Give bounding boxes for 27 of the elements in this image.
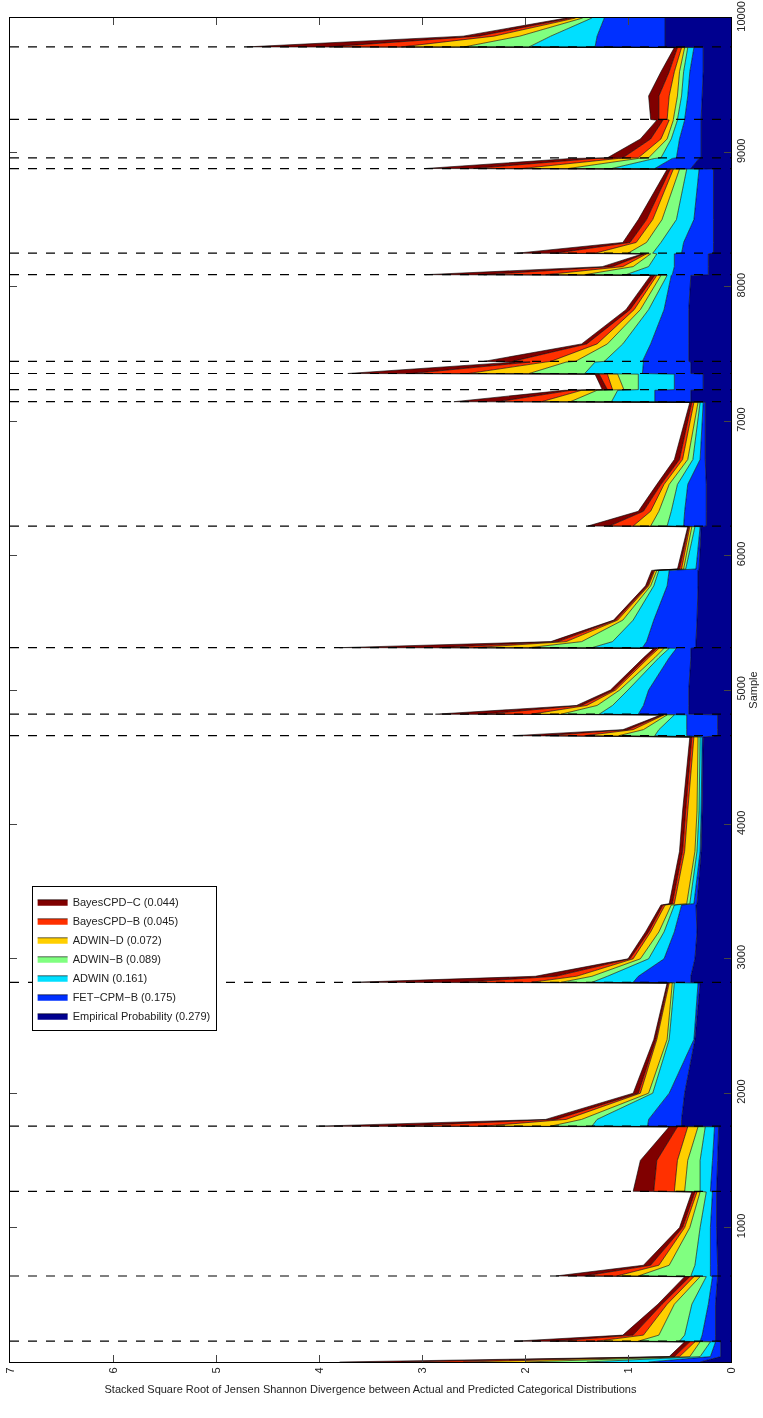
y-tick-label: 4000 [735, 810, 748, 835]
y-tick-label: 3000 [735, 944, 748, 970]
legend-label: BayesCPD−B (0.045) [72, 915, 179, 928]
y-axis-title: Sample [747, 671, 760, 709]
x-tick-label: 3 [415, 1367, 428, 1374]
x-tick-label: 2 [518, 1367, 531, 1374]
y-tick-label: 10000 [735, 1, 748, 32]
x-tick-label: 5 [209, 1367, 222, 1374]
x-tick-label: 1 [621, 1367, 634, 1374]
y-tick-label: 9000 [735, 138, 748, 163]
y-tick-label: 2000 [735, 1079, 748, 1104]
legend-label: ADWIN−B (0.089) [72, 953, 161, 966]
y-tick-label: 8000 [735, 272, 748, 298]
y-tick-label: 7000 [735, 407, 748, 432]
legend-label: ADWIN−D (0.072) [72, 934, 162, 947]
x-tick-label: 0 [724, 1367, 737, 1374]
legend-label: BayesCPD−C (0.044) [72, 896, 179, 909]
x-axis-title: Stacked Square Root of Jensen Shannon Divergence between Actual and Predicted Categorical Distributions [104, 1382, 637, 1395]
x-tick-label: 6 [106, 1367, 119, 1374]
y-tick-label: 1000 [735, 1213, 748, 1239]
legend-label: ADWIN (0.161) [72, 972, 148, 985]
y-tick-label: 6000 [735, 541, 748, 567]
legend-label: Empirical Probability (0.279) [72, 1010, 211, 1023]
x-tick-label: 7 [3, 1367, 16, 1374]
y-tick-label: 5000 [735, 676, 748, 701]
legend-label: FET−CPM−B (0.175) [72, 991, 176, 1004]
x-tick-label: 4 [312, 1367, 325, 1374]
